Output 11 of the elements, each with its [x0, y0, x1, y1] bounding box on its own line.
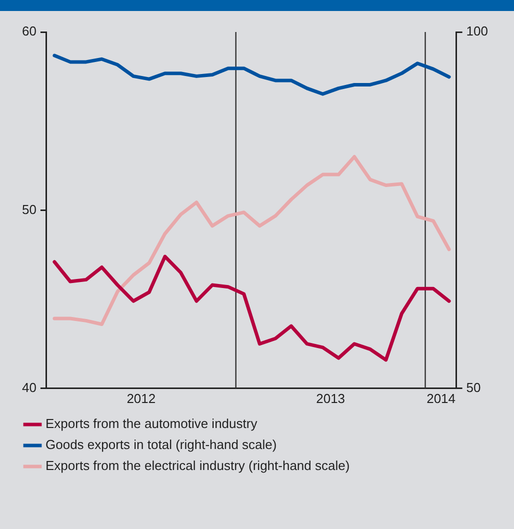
y-tick-label: 50 — [22, 202, 36, 217]
legend-label: Goods exports in total (right-hand scale) — [46, 437, 277, 452]
y-tick-label: 60 — [22, 24, 36, 39]
x-tick-label: 2013 — [316, 390, 346, 406]
x-tick-label: 2012 — [126, 390, 156, 406]
y2-tick-label: 100 — [466, 24, 488, 39]
legend-label: Exports from the automotive industry — [46, 416, 258, 432]
y-tick-label: 40 — [22, 380, 36, 395]
legend-label: Exports from the electrical industry (right-hand scale) — [46, 458, 350, 474]
y2-tick-label: 50 — [466, 380, 481, 395]
x-tick-label: 2014 — [426, 390, 456, 406]
